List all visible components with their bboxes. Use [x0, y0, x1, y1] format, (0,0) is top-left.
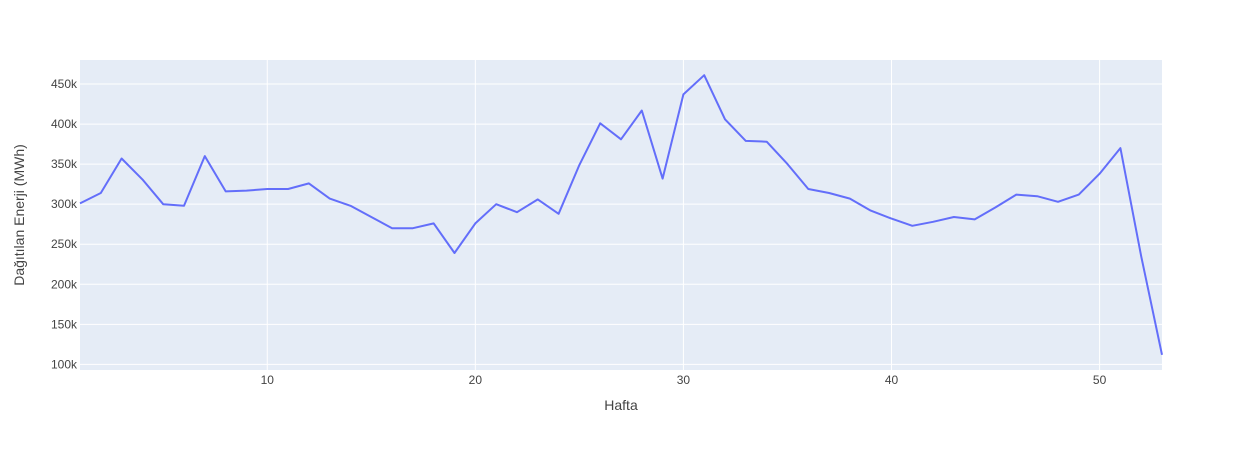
y-tick-label: 400k — [51, 117, 78, 131]
plot-background — [80, 60, 1162, 370]
grid-lines — [80, 60, 1162, 370]
x-axis-ticks: 10 20 30 40 50 — [261, 373, 1107, 387]
y-axis-ticks: 100k 150k 200k 250k 300k 350k 400k 450k — [51, 77, 78, 371]
x-tick-label: 50 — [1093, 373, 1107, 387]
x-tick-label: 40 — [885, 373, 899, 387]
y-tick-label: 100k — [51, 357, 78, 371]
y-tick-label: 300k — [51, 197, 78, 211]
series-layer — [79, 74, 1163, 356]
series-line — [79, 74, 1163, 356]
y-tick-label: 350k — [51, 157, 78, 171]
y-tick-label: 150k — [51, 317, 78, 331]
x-tick-label: 10 — [261, 373, 275, 387]
x-tick-label: 30 — [677, 373, 691, 387]
y-axis-title: Dağıtılan Enerji (MWh) — [11, 144, 27, 286]
x-axis-title: Hafta — [604, 397, 638, 413]
y-tick-label: 450k — [51, 77, 78, 91]
x-tick-label: 20 — [469, 373, 483, 387]
y-tick-label: 250k — [51, 237, 78, 251]
y-tick-label: 200k — [51, 277, 78, 291]
